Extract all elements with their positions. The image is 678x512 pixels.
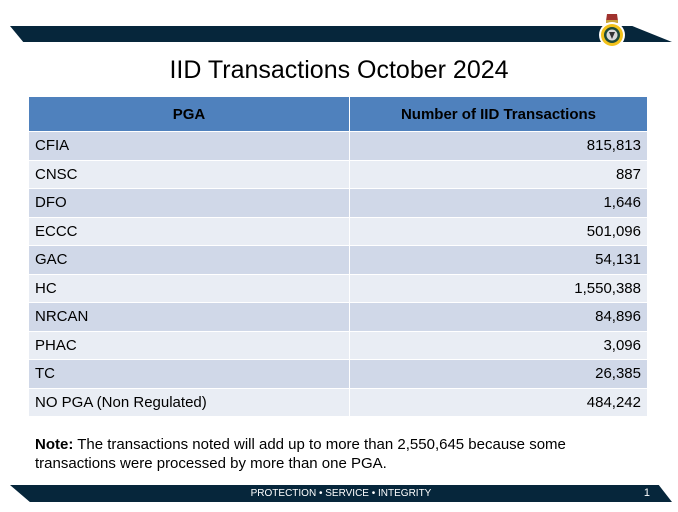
count-cell: 815,813 (349, 131, 648, 161)
table-row: PHAC 3,096 (28, 330, 648, 360)
table-row: HC 1,550,388 (28, 273, 648, 303)
column-header-pga: PGA (28, 96, 350, 132)
footnote: Note: The transactions noted will add up… (35, 435, 635, 473)
table-row: CFIA 815,813 (28, 131, 648, 161)
pga-cell: NO PGA (Non Regulated) (28, 387, 350, 417)
count-cell: 1,550,388 (349, 273, 648, 303)
note-label: Note: (35, 436, 74, 453)
note-text: The transactions noted will add up to mo… (35, 436, 566, 472)
pga-cell: CFIA (28, 131, 350, 161)
count-cell: 26,385 (349, 359, 648, 389)
cbsa-crest-logo (599, 14, 625, 48)
count-cell: 887 (349, 159, 648, 189)
pga-cell: HC (28, 273, 350, 303)
slide-title: IID Transactions October 2024 (169, 56, 509, 84)
page-number: 1 (643, 487, 650, 499)
count-cell: 484,242 (349, 387, 648, 417)
count-cell: 501,096 (349, 216, 648, 246)
table-row: TC 26,385 (28, 359, 648, 389)
pga-cell: ECCC (28, 216, 350, 246)
pga-cell: GAC (28, 245, 350, 275)
pga-cell: DFO (28, 188, 350, 218)
motto: PROTECTION • SERVICE • INTEGRITY (250, 488, 432, 499)
table-row: CNSC 887 (28, 159, 648, 189)
pga-cell: CNSC (28, 159, 350, 189)
count-cell: 3,096 (349, 330, 648, 360)
pga-cell: TC (28, 359, 350, 389)
table-row: DFO 1,646 (28, 188, 648, 218)
table-row: NRCAN 84,896 (28, 302, 648, 332)
count-cell: 54,131 (349, 245, 648, 275)
bottom-banner: PROTECTION • SERVICE • INTEGRITY 1 (10, 485, 672, 502)
pga-cell: NRCAN (28, 302, 350, 332)
table-row: ECCC 501,096 (28, 216, 648, 246)
count-cell: 84,896 (349, 302, 648, 332)
top-banner (10, 26, 672, 42)
pga-cell: PHAC (28, 330, 350, 360)
column-header-count: Number of IID Transactions (349, 96, 648, 132)
transactions-table: PGA Number of IID Transactions CFIA 815,8… (28, 96, 648, 417)
table-row: GAC 54,131 (28, 245, 648, 275)
table-row: NO PGA (Non Regulated) 484,242 (28, 387, 648, 417)
count-cell: 1,646 (349, 188, 648, 218)
